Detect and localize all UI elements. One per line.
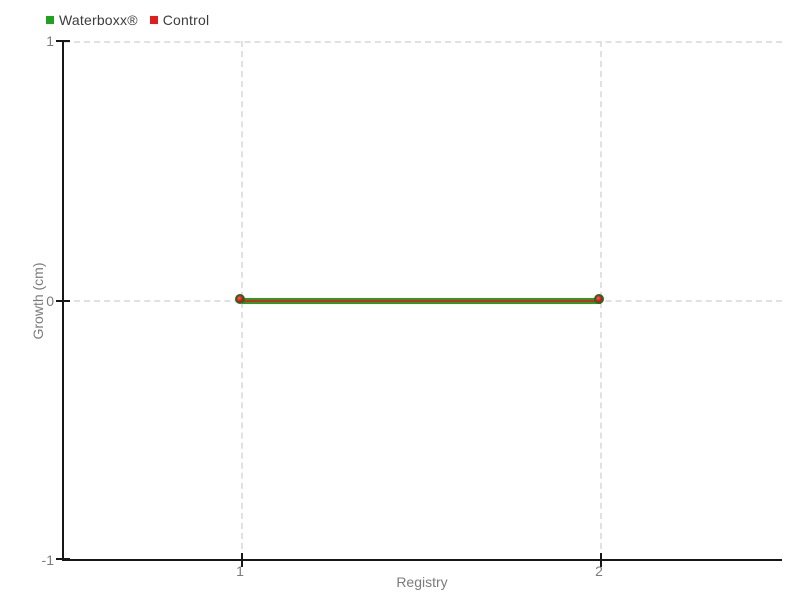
x-axis-tick-1 [241, 553, 243, 567]
y-axis-tick-1 [56, 40, 70, 42]
y-tick-label-1: 1 [46, 33, 54, 49]
x-axis-title: Registry [396, 574, 448, 590]
y-tick-label-neg1: -1 [41, 552, 54, 568]
plot-area [56, 40, 782, 567]
legend-label-control: Control [162, 12, 210, 28]
data-point-marker-x1[interactable] [235, 294, 245, 304]
control-swatch-icon [149, 16, 158, 24]
legend-label-waterboxx: Waterboxx® [59, 12, 138, 28]
waterboxx-swatch-icon [46, 16, 54, 24]
data-point-marker-x2[interactable] [594, 294, 604, 304]
waterboxx-series-line [242, 298, 601, 304]
y-axis-tick-neg1 [56, 558, 70, 560]
y-axis-title: Growth (cm) [30, 262, 46, 340]
gridline-y-1 [64, 41, 782, 43]
y-tick-label-0: 0 [46, 293, 54, 309]
legend-item-waterboxx[interactable]: Waterboxx® [46, 12, 138, 28]
x-axis-tick-2 [600, 553, 602, 567]
legend: Waterboxx® Control [46, 12, 209, 28]
x-tick-label-1: 1 [236, 563, 244, 579]
legend-item-control[interactable]: Control [149, 12, 210, 28]
y-axis-tick-0 [56, 300, 70, 302]
control-series-line [242, 300, 601, 302]
x-tick-label-2: 2 [595, 563, 603, 579]
